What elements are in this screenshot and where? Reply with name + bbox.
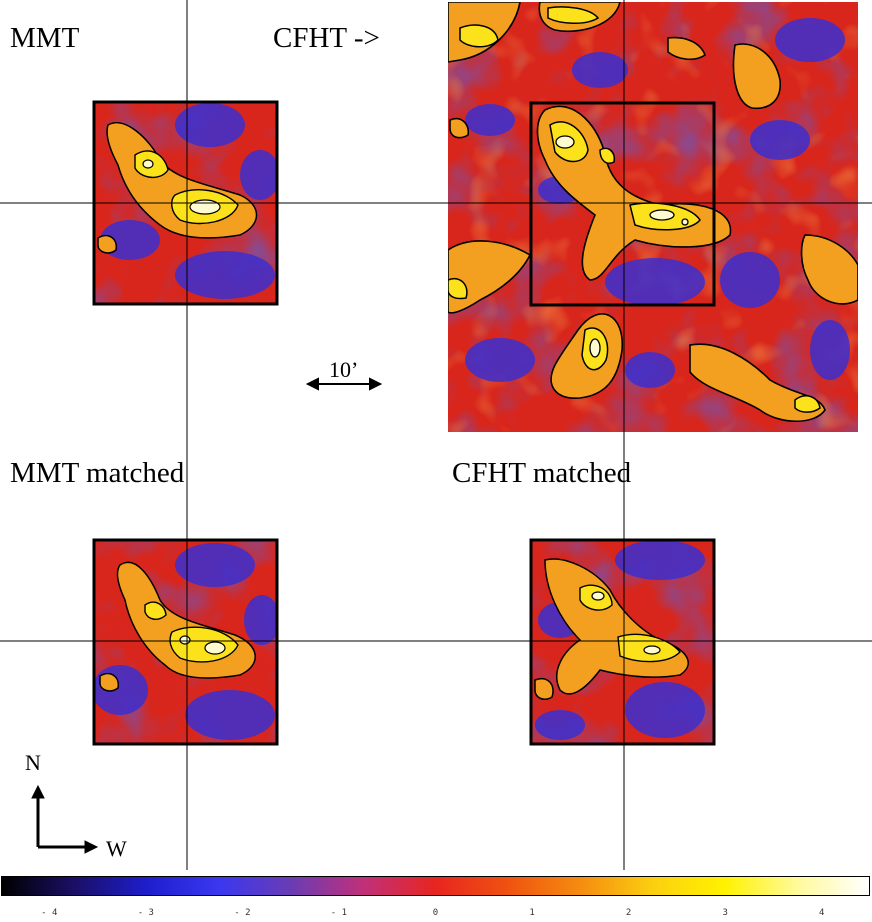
colorbar [1, 876, 870, 896]
panel-label-cfht-arrow: CFHT -> [273, 22, 380, 54]
compass-west-label: W [106, 836, 127, 861]
blue-regions [465, 18, 850, 388]
white-peaks [555, 135, 689, 358]
colorbar-tick-label: 3 [722, 908, 728, 918]
colorbar-tick-label: - 1 [330, 908, 348, 918]
compass-north-label: N [25, 750, 41, 775]
colorbar-tick-label: 4 [819, 908, 825, 918]
cfht-matched-map [529, 538, 716, 746]
cfht-map [448, 2, 858, 432]
scale-bar-label: 10’ [329, 357, 359, 382]
colorbar-tick-label: - 2 [234, 908, 251, 918]
compass-arrows [31, 784, 99, 854]
colorbar-tick-label: 1 [529, 908, 535, 918]
matched-field-box [529, 101, 716, 307]
scale-bar-arrow [305, 377, 383, 391]
colorbar-tick-label: - 3 [137, 908, 154, 918]
colorbar-tick-label: 0 [432, 908, 439, 918]
panel-label-mmt: MMT [10, 22, 80, 54]
colorbar-tick-label: 2 [625, 908, 632, 918]
panel-label-mmt-matched: MMT matched [10, 457, 185, 489]
panel-label-cfht-matched: CFHT matched [452, 457, 632, 489]
colorbar-tick-label: - 4 [41, 908, 58, 918]
mmt-matched-map [92, 538, 279, 746]
crosshairs [0, 0, 872, 870]
